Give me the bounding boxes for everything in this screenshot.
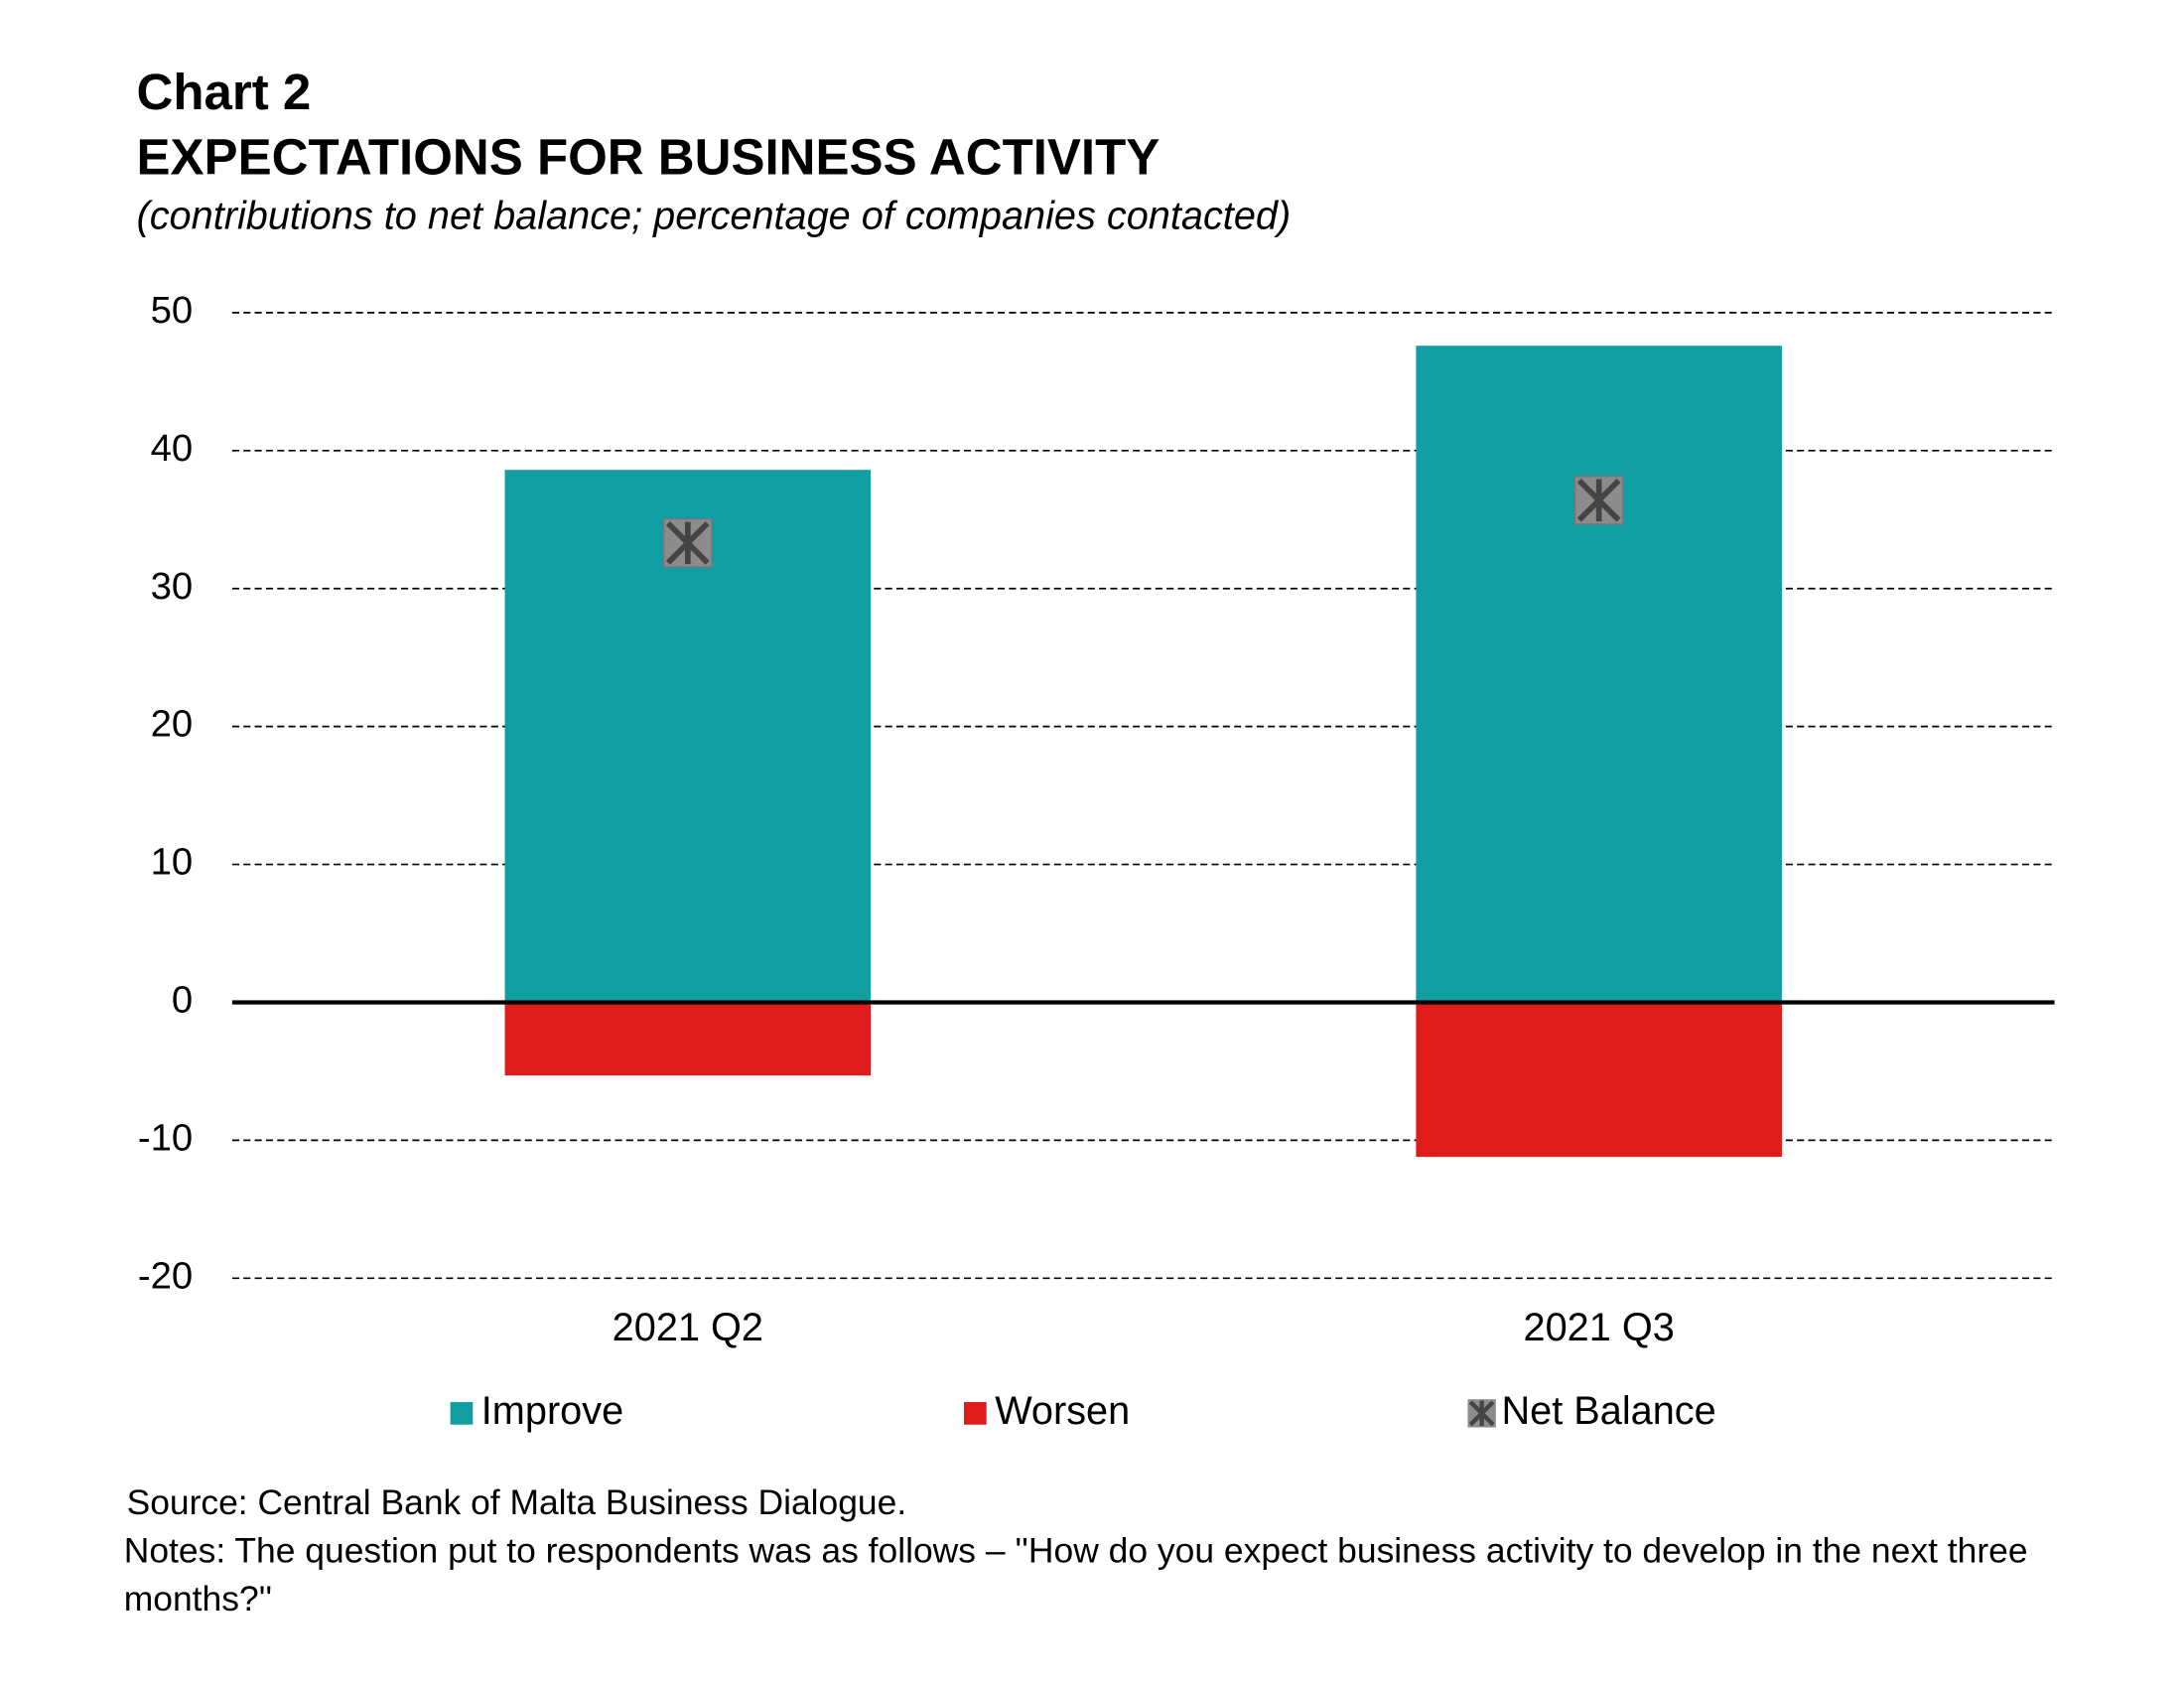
- bar: [1416, 1002, 1782, 1158]
- net-balance-marker: [1573, 476, 1624, 525]
- y-tick-label: -10: [138, 1116, 193, 1159]
- y-tick-label: 50: [151, 289, 194, 332]
- legend-label: Net Balance: [1502, 1389, 1716, 1433]
- notes: Notes: The question put to respondents w…: [123, 1531, 2028, 1619]
- chart-description: (contributions to net balance; percentag…: [137, 194, 1292, 237]
- chart-title: Chart 2: [137, 64, 312, 120]
- y-tick-label: 10: [151, 841, 194, 884]
- y-tick-label: 40: [151, 427, 194, 470]
- notes-box: Notes: The question put to respondents w…: [123, 1531, 2028, 1619]
- bar: [504, 1002, 872, 1076]
- chart-subtitle: EXPECTATIONS FOR BUSINESS ACTIVITY: [137, 128, 1160, 185]
- source: Source: Central Bank of Malta Business D…: [127, 1482, 907, 1522]
- y-tick-label: -20: [138, 1254, 193, 1297]
- legend-label: Worsen: [995, 1389, 1130, 1433]
- y-tick-label: 20: [151, 703, 194, 746]
- y-tick-label: 30: [151, 565, 194, 608]
- y-tick-label: 0: [172, 979, 193, 1022]
- legend-marker: [1467, 1399, 1496, 1428]
- legend-swatch: [964, 1402, 987, 1425]
- marker-cross: [1576, 478, 1621, 522]
- marker-cross: [665, 521, 710, 565]
- legend-label: Improve: [481, 1389, 623, 1433]
- legend-cross: [1468, 1400, 1495, 1427]
- legend-swatch: [450, 1402, 474, 1425]
- x-tick-label: 2021 Q3: [1524, 1306, 1675, 1349]
- bar: [1416, 346, 1782, 1003]
- net-balance-marker: [663, 518, 713, 568]
- x-tick-label: 2021 Q2: [613, 1306, 763, 1349]
